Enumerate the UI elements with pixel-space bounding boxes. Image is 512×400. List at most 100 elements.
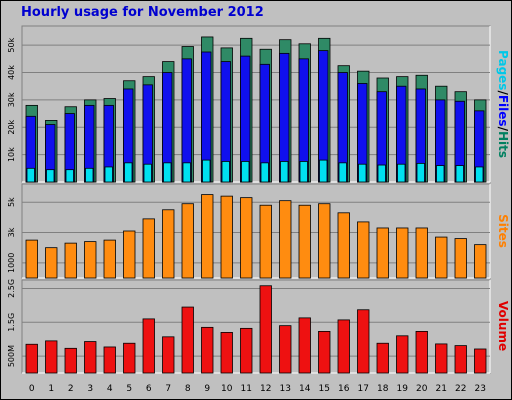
bar-volume-hour-11 bbox=[240, 327, 253, 374]
bar-volume-hour-19 bbox=[396, 335, 409, 374]
y-tick-label-hits-files-pages: 50k bbox=[7, 37, 16, 52]
bar-volume-hour-16 bbox=[337, 319, 350, 374]
bar-sites-hour-22 bbox=[454, 238, 467, 279]
x-tick-label-hour-12: 12 bbox=[260, 384, 271, 394]
bar-pages-hour-19 bbox=[397, 163, 406, 183]
bar-sites-hour-13 bbox=[279, 200, 292, 279]
y-tick-label-sites: 3k bbox=[7, 227, 16, 237]
y-tick-label-hits-files-pages: 10k bbox=[7, 147, 16, 162]
bar-sites-hour-15 bbox=[318, 203, 331, 279]
bar-pages-hour-11 bbox=[241, 161, 250, 183]
side-label-part: Files bbox=[496, 95, 510, 127]
bar-pages-hour-14 bbox=[299, 161, 308, 183]
bar-sites-hour-18 bbox=[376, 227, 389, 279]
bar-pages-hour-15 bbox=[319, 159, 328, 183]
x-tick-label-hour-14: 14 bbox=[299, 384, 311, 394]
bar-volume-hour-6 bbox=[142, 318, 155, 374]
bar-volume-hour-18 bbox=[376, 342, 389, 374]
bar-pages-hour-8 bbox=[182, 162, 191, 183]
bar-pages-hour-16 bbox=[338, 162, 347, 183]
x-tick-label-hour-6: 6 bbox=[146, 384, 152, 394]
bar-volume-hour-0 bbox=[25, 343, 38, 374]
bar-pages-hour-17 bbox=[358, 163, 367, 183]
bar-pages-hour-0 bbox=[26, 167, 35, 183]
bar-volume-hour-5 bbox=[123, 342, 136, 374]
bar-volume-hour-15 bbox=[318, 331, 331, 374]
bar-pages-hour-10 bbox=[221, 161, 230, 183]
bar-sites-hour-0 bbox=[25, 239, 38, 279]
side-label-hits-files-pages: Pages/Files/Hits bbox=[496, 50, 510, 158]
bar-sites-hour-10 bbox=[220, 195, 233, 279]
y-tick-label-volume: 1.5G bbox=[7, 313, 16, 332]
x-tick-label-hour-0: 0 bbox=[29, 384, 35, 394]
x-tick-label-hour-9: 9 bbox=[204, 384, 210, 394]
y-tick-label-sites: 5k bbox=[7, 197, 16, 207]
x-tick-label-hour-16: 16 bbox=[338, 384, 350, 394]
bar-pages-hour-5 bbox=[124, 162, 133, 183]
x-tick-label-hour-21: 21 bbox=[436, 384, 447, 394]
x-tick-label-hour-13: 13 bbox=[280, 384, 291, 394]
bar-volume-hour-2 bbox=[64, 347, 77, 374]
bar-volume-hour-3 bbox=[84, 341, 97, 374]
x-tick-label-hour-5: 5 bbox=[126, 384, 132, 394]
bar-pages-hour-18 bbox=[377, 164, 386, 183]
bar-sites-hour-3 bbox=[84, 241, 97, 279]
bar-volume-hour-20 bbox=[415, 331, 428, 374]
x-tick-label-hour-7: 7 bbox=[165, 384, 171, 394]
x-tick-label-hour-15: 15 bbox=[319, 384, 330, 394]
bar-sites-hour-14 bbox=[298, 204, 311, 279]
bar-pages-hour-21 bbox=[436, 165, 445, 183]
x-tick-label-hour-2: 2 bbox=[68, 384, 74, 394]
bar-volume-hour-12 bbox=[259, 285, 272, 374]
x-tick-label-hour-17: 17 bbox=[358, 384, 369, 394]
bar-pages-hour-6 bbox=[143, 163, 152, 183]
side-label-part: / bbox=[496, 90, 510, 95]
y-tick-label-hits-files-pages: 30k bbox=[7, 92, 16, 107]
y-tick-label-volume: 2.5G bbox=[7, 279, 16, 298]
bar-volume-hour-21 bbox=[435, 343, 448, 374]
bar-pages-hour-3 bbox=[85, 167, 94, 183]
chart-title: Hourly usage for November 2012 bbox=[21, 5, 264, 20]
bar-volume-hour-1 bbox=[45, 340, 58, 374]
bar-sites-hour-2 bbox=[64, 242, 77, 279]
x-tick-label-hour-3: 3 bbox=[87, 384, 93, 394]
panel-hits-files-pages bbox=[21, 25, 491, 183]
bar-pages-hour-4 bbox=[104, 166, 113, 183]
y-tick-label-sites: 1000 bbox=[7, 253, 16, 273]
bar-sites-hour-7 bbox=[162, 209, 175, 279]
bar-sites-hour-20 bbox=[415, 227, 428, 279]
bar-sites-hour-21 bbox=[435, 236, 448, 279]
bar-sites-hour-4 bbox=[103, 239, 116, 279]
bar-sites-hour-1 bbox=[45, 247, 58, 279]
bar-pages-hour-1 bbox=[46, 169, 55, 183]
bar-sites-hour-11 bbox=[240, 197, 253, 279]
side-label-part: Hits bbox=[496, 131, 510, 158]
x-tick-label-hour-23: 23 bbox=[475, 384, 486, 394]
x-tick-label-hour-11: 11 bbox=[241, 384, 252, 394]
bar-pages-hour-7 bbox=[163, 162, 172, 183]
x-tick-label-hour-8: 8 bbox=[185, 384, 191, 394]
x-tick-label-hour-22: 22 bbox=[455, 384, 466, 394]
bar-pages-hour-22 bbox=[455, 165, 464, 183]
bar-pages-hour-12 bbox=[260, 162, 269, 183]
bar-sites-hour-8 bbox=[181, 203, 194, 279]
x-tick-label-hour-4: 4 bbox=[107, 384, 113, 394]
bar-pages-hour-23 bbox=[475, 166, 484, 183]
bar-pages-hour-2 bbox=[65, 169, 74, 183]
side-label-part: Pages bbox=[496, 50, 510, 90]
y-tick-label-hits-files-pages: 20k bbox=[7, 119, 16, 134]
bar-volume-hour-8 bbox=[181, 306, 194, 374]
bar-sites-hour-17 bbox=[357, 221, 370, 279]
bar-volume-hour-23 bbox=[474, 348, 487, 374]
bar-volume-hour-10 bbox=[220, 332, 233, 374]
bar-volume-hour-13 bbox=[279, 325, 292, 374]
panel-volume bbox=[21, 279, 491, 374]
y-tick-label-hits-files-pages: 40k bbox=[7, 65, 16, 80]
bar-volume-hour-4 bbox=[103, 346, 116, 374]
bar-volume-hour-17 bbox=[357, 309, 370, 374]
side-label-sites: Sites bbox=[496, 214, 510, 248]
side-label-part: / bbox=[496, 127, 510, 132]
x-tick-label-hour-19: 19 bbox=[397, 384, 409, 394]
bar-sites-hour-9 bbox=[201, 194, 214, 279]
